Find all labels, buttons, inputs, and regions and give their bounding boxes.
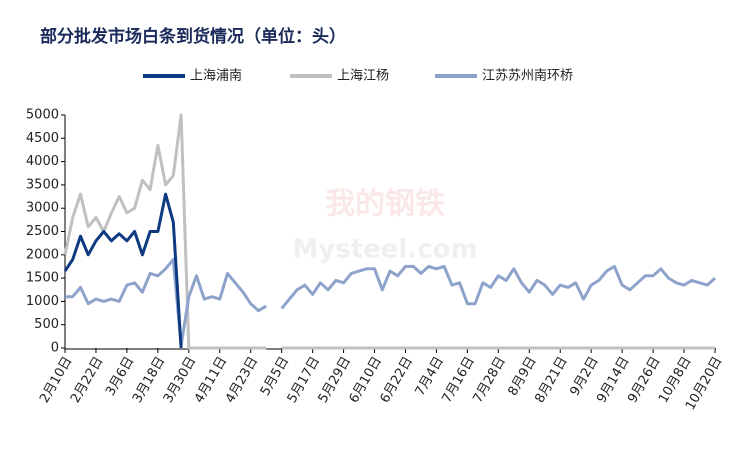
y-tick-label: 1000 xyxy=(26,294,59,309)
y-tick-label: 2500 xyxy=(26,224,59,239)
watermark: Mysteel.com xyxy=(292,235,477,265)
x-tick-label: 3月6日 xyxy=(103,354,137,398)
series-line xyxy=(65,258,717,348)
y-tick-label: 500 xyxy=(34,317,59,332)
y-tick-label: 3000 xyxy=(26,201,59,216)
y-tick-label: 4500 xyxy=(26,131,59,146)
legend-label: 上海浦南 xyxy=(190,68,242,84)
legend-label: 江苏苏州南环桥 xyxy=(482,68,573,84)
legend-label: 上海江杨 xyxy=(337,69,389,84)
series-line xyxy=(63,192,183,349)
x-tick-label: 8月9日 xyxy=(506,354,540,398)
y-tick-label: 0 xyxy=(51,341,59,356)
chart-title: 部分批发市场白条到货情况（单位：头） xyxy=(40,26,346,47)
x-tick-label: 7月4日 xyxy=(413,354,447,398)
y-tick-label: 1500 xyxy=(26,271,59,286)
y-tick-label: 2000 xyxy=(26,247,59,262)
y-tick-label: 3500 xyxy=(26,177,59,192)
y-tick-label: 5000 xyxy=(26,108,59,123)
x-tick-label: 5月5日 xyxy=(258,354,292,398)
series-line xyxy=(63,113,715,350)
watermark: 我的钢铁 xyxy=(325,187,445,222)
x-tick-label: 9月2日 xyxy=(567,354,601,398)
y-tick-label: 4000 xyxy=(26,154,59,169)
